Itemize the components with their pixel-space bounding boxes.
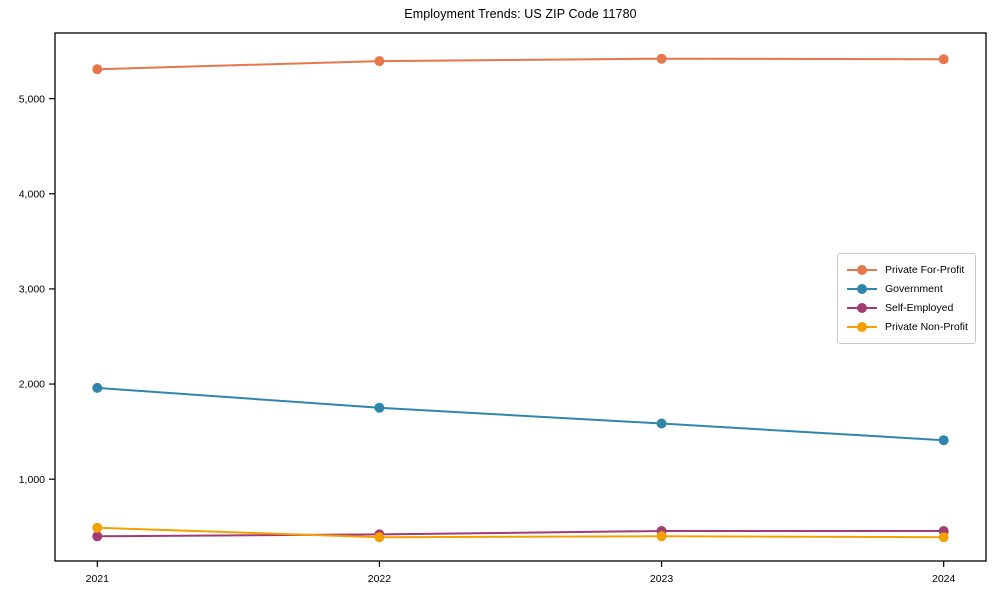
y-tick-label: 3,000 [19, 284, 45, 296]
legend-line-marker [847, 322, 877, 332]
data-point-marker [938, 532, 949, 543]
data-point-marker [374, 532, 385, 543]
legend-line-marker [847, 265, 877, 275]
data-point-marker [92, 64, 103, 75]
data-point-marker [938, 54, 949, 65]
legend-label: Self-Employed [885, 302, 954, 314]
x-tick-label: 2023 [650, 573, 674, 585]
data-point-marker [656, 531, 667, 542]
legend-label: Private For-Profit [885, 264, 965, 276]
data-point-marker [656, 53, 667, 64]
legend-label: Private Non-Profit [885, 321, 968, 333]
plot-border [54, 32, 987, 562]
legend-item: Self-Employed [847, 299, 966, 317]
series-line [97, 526, 944, 539]
data-point-marker [374, 56, 385, 67]
legend-line-marker [847, 303, 877, 313]
data-point-marker [92, 522, 103, 533]
data-point-marker [656, 418, 667, 429]
series-line [97, 386, 944, 442]
legend-item: Private Non-Profit [847, 318, 968, 336]
y-tick-label: 5,000 [19, 93, 45, 105]
series-line [97, 57, 944, 71]
legend: Private For-Profit Government Self-Employe… [837, 253, 976, 344]
x-tick-label: 2024 [932, 573, 956, 585]
legend-item: Government [847, 280, 966, 298]
legend-item: Private For-Profit [847, 261, 966, 279]
data-point-marker [938, 435, 949, 446]
legend-label: Government [885, 283, 943, 295]
chart-title: Employment Trends: US ZIP Code 11780 [404, 7, 637, 21]
y-tick-label: 1,000 [19, 474, 45, 486]
legend-line-marker [847, 284, 877, 294]
data-point-marker [374, 402, 385, 413]
data-point-marker [92, 382, 103, 393]
x-tick-label: 2021 [86, 573, 110, 585]
y-tick-label: 4,000 [19, 188, 45, 200]
y-tick-label: 2,000 [19, 379, 45, 391]
x-tick-label: 2022 [368, 573, 392, 585]
series-line [97, 530, 944, 538]
data-point-marker [92, 531, 103, 542]
